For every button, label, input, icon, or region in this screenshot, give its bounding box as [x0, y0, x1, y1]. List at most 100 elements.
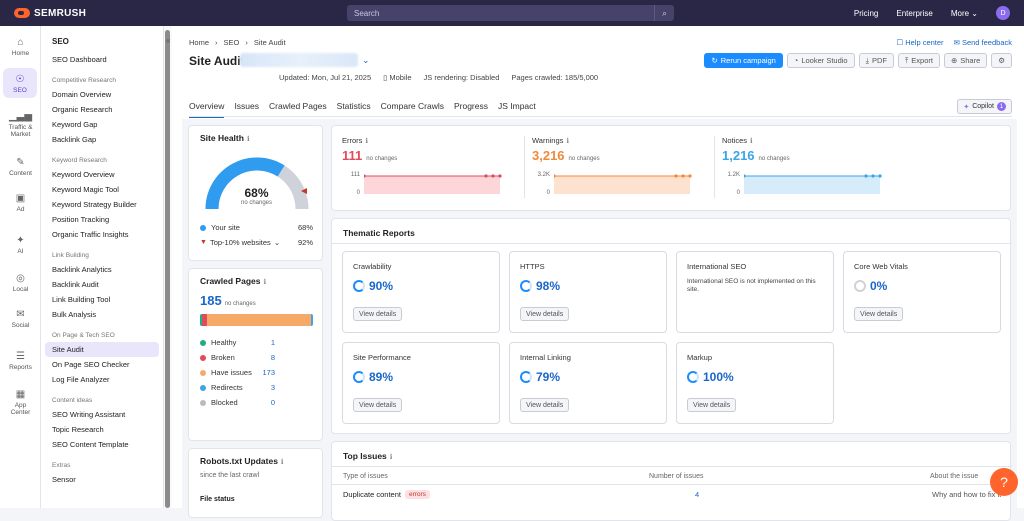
- rerun-campaign-button[interactable]: ↻ Rerun campaign: [704, 53, 783, 68]
- search-icon[interactable]: ⌕: [654, 5, 674, 21]
- thematic-card-markup[interactable]: Markup 100% View details: [676, 342, 834, 424]
- tab-progress[interactable]: Progress: [453, 101, 488, 111]
- sidebar-item-position-tracking[interactable]: Position Tracking: [52, 215, 110, 224]
- thematic-card-internal-linking[interactable]: Internal Linking 79% View details: [509, 342, 667, 424]
- sidebar-item-organic-research[interactable]: Organic Research: [52, 105, 113, 114]
- rail-ai[interactable]: ✦ AI: [16, 234, 25, 255]
- export-button[interactable]: ⤒ Export: [897, 53, 940, 68]
- tab-js-impact[interactable]: JS Impact: [497, 101, 536, 111]
- collapse-sidebar-icon[interactable]: «: [166, 36, 171, 45]
- crumb-home[interactable]: Home: [189, 38, 210, 47]
- issue-count[interactable]: 4: [695, 490, 700, 499]
- metric-errors[interactable]: Errors ℹ 111 no changes 111 0: [342, 126, 522, 206]
- info-icon[interactable]: ℹ: [566, 138, 570, 145]
- semrush-logo[interactable]: SEMRUSH: [14, 8, 86, 19]
- sidebar-item-backlink-gap[interactable]: Backlink Gap: [52, 135, 97, 144]
- rail-traffic[interactable]: ▁▃▅ Traffic & Market: [8, 110, 33, 138]
- more-menu[interactable]: More ⌄: [950, 8, 978, 18]
- send-feedback-link[interactable]: ✉ Send feedback: [953, 38, 1012, 47]
- ad-icon: ▣: [15, 192, 26, 204]
- tab-statistics[interactable]: Statistics: [336, 101, 371, 111]
- thematic-card-core-web-vitals[interactable]: Core Web Vitals 0% View details: [843, 251, 1001, 333]
- sidebar-item-seo-dashboard[interactable]: SEO Dashboard: [52, 55, 107, 64]
- sidebar-scrollbar[interactable]: [164, 26, 172, 508]
- view-details-button[interactable]: View details: [854, 307, 904, 321]
- rail-home[interactable]: ⌂ Home: [11, 36, 30, 57]
- crawled-row-broken[interactable]: Broken 8: [200, 350, 313, 365]
- chevron-right-icon: ›: [215, 38, 218, 47]
- info-icon[interactable]: ℹ: [246, 136, 250, 143]
- sidebar-item-log-file-analyzer[interactable]: Log File Analyzer: [52, 375, 110, 384]
- thematic-card-crawlability[interactable]: Crawlability 90% View details: [342, 251, 500, 333]
- rail-ad[interactable]: ▣ Ad: [15, 192, 26, 213]
- view-details-button[interactable]: View details: [353, 307, 403, 321]
- scrollbar-thumb[interactable]: [165, 30, 170, 508]
- crumb-seo[interactable]: SEO: [223, 38, 240, 47]
- sidebar-item-link-building-tool[interactable]: Link Building Tool: [52, 295, 111, 304]
- thematic-card-international-seo[interactable]: International SEO International SEO is no…: [676, 251, 834, 333]
- help-center-link[interactable]: ☐ Help center: [896, 38, 944, 47]
- sidebar-item-organic-traffic-insights[interactable]: Organic Traffic Insights: [52, 230, 129, 239]
- view-details-button[interactable]: View details: [520, 398, 570, 412]
- rail-reports[interactable]: ☰ Reports: [9, 350, 32, 371]
- thematic-card-site-performance[interactable]: Site Performance 89% View details: [342, 342, 500, 424]
- sidebar-item-backlink-audit[interactable]: Backlink Audit: [52, 280, 99, 289]
- top-websites-row[interactable]: ▼ Top-10% websites ⌄ 92%: [200, 238, 313, 247]
- avatar[interactable]: D: [996, 6, 1010, 20]
- tab-overview[interactable]: Overview: [189, 101, 225, 118]
- crawled-row-blocked[interactable]: Blocked 0: [200, 395, 313, 410]
- sidebar-item-topic-research[interactable]: Topic Research: [52, 425, 104, 434]
- sidebar-item-domain-overview[interactable]: Domain Overview: [52, 90, 112, 99]
- sidebar-item-on-page-seo-checker[interactable]: On Page SEO Checker: [52, 360, 130, 369]
- view-details-button[interactable]: View details: [353, 398, 403, 412]
- crawled-row-have-issues[interactable]: Have issues 173: [200, 365, 313, 380]
- info-icon[interactable]: ℹ: [750, 138, 753, 145]
- crawled-row-healthy[interactable]: Healthy 1: [200, 335, 313, 350]
- looker-studio-button[interactable]: ◔ Looker Studio: [786, 53, 855, 68]
- view-details-button[interactable]: View details: [520, 307, 570, 321]
- sidebar-item-keyword-magic-tool[interactable]: Keyword Magic Tool: [52, 185, 119, 194]
- why-fix-link[interactable]: Why and how to fix it: [932, 490, 1002, 499]
- share-button[interactable]: ⊕ Share: [943, 53, 988, 68]
- sidebar-item-keyword-overview[interactable]: Keyword Overview: [52, 170, 115, 179]
- sidebar-item-sensor[interactable]: Sensor: [52, 475, 76, 484]
- metric-warnings[interactable]: Warnings ℹ 3,216 no changes 3.2K 0: [524, 126, 712, 206]
- sidebar-item-seo-writing-assistant[interactable]: SEO Writing Assistant: [52, 410, 126, 419]
- tab-issues[interactable]: Issues: [234, 101, 260, 111]
- enterprise-link[interactable]: Enterprise: [896, 8, 933, 18]
- rail-social[interactable]: ✉ Social: [11, 308, 30, 329]
- crawled-row-redirects[interactable]: Redirects 3: [200, 380, 313, 395]
- help-fab-button[interactable]: ?: [990, 468, 1018, 496]
- info-icon[interactable]: ℹ: [263, 279, 267, 286]
- issue-row[interactable]: Duplicate content errors: [343, 490, 430, 499]
- pdf-button[interactable]: ⤓ PDF: [858, 53, 894, 68]
- view-details-button[interactable]: View details: [687, 398, 737, 412]
- rail-local[interactable]: ◎ Local: [12, 272, 29, 293]
- sidebar-item-backlink-analytics[interactable]: Backlink Analytics: [52, 265, 112, 274]
- rail-seo[interactable]: ☉ SEO: [3, 68, 37, 98]
- tab-compare-crawls[interactable]: Compare Crawls: [380, 101, 444, 111]
- sidebar-item-keyword-gap[interactable]: Keyword Gap: [52, 120, 98, 129]
- rail-content[interactable]: ✎ Content: [9, 156, 32, 177]
- copilot-button[interactable]: ✦ Copilot 1: [957, 99, 1012, 114]
- rail-app-center[interactable]: ▦ App Center: [10, 388, 31, 416]
- top-issues-card: Top Issues ℹ Type of issues Number of iss…: [331, 441, 1012, 521]
- pricing-link[interactable]: Pricing: [853, 8, 879, 18]
- thematic-card-https[interactable]: HTTPS 98% View details: [509, 251, 667, 333]
- sidebar-item-seo-content-template[interactable]: SEO Content Template: [52, 440, 129, 449]
- settings-button[interactable]: ⚙: [991, 53, 1012, 68]
- metric-notices[interactable]: Notices ℹ 1,216 no changes 1.2K 0: [714, 126, 902, 206]
- tab-crawled-pages[interactable]: Crawled Pages: [269, 101, 327, 111]
- info-icon[interactable]: ℹ: [365, 138, 369, 145]
- search-input[interactable]: Search ⌕: [347, 5, 674, 21]
- sidebar-item-keyword-strategy-builder[interactable]: Keyword Strategy Builder: [52, 200, 137, 209]
- project-domain-redacted[interactable]: [240, 53, 358, 67]
- sidebar-item-site-audit[interactable]: Site Audit: [45, 342, 159, 357]
- sparkline-point: [491, 174, 495, 178]
- sparkline-point: [744, 174, 746, 178]
- sidebar-item-bulk-analysis[interactable]: Bulk Analysis: [52, 310, 97, 319]
- info-icon[interactable]: ℹ: [280, 459, 284, 466]
- project-chevron-down-icon[interactable]: ⌄: [362, 55, 370, 65]
- errors-tag: errors: [404, 490, 430, 499]
- info-icon[interactable]: ℹ: [389, 454, 393, 461]
